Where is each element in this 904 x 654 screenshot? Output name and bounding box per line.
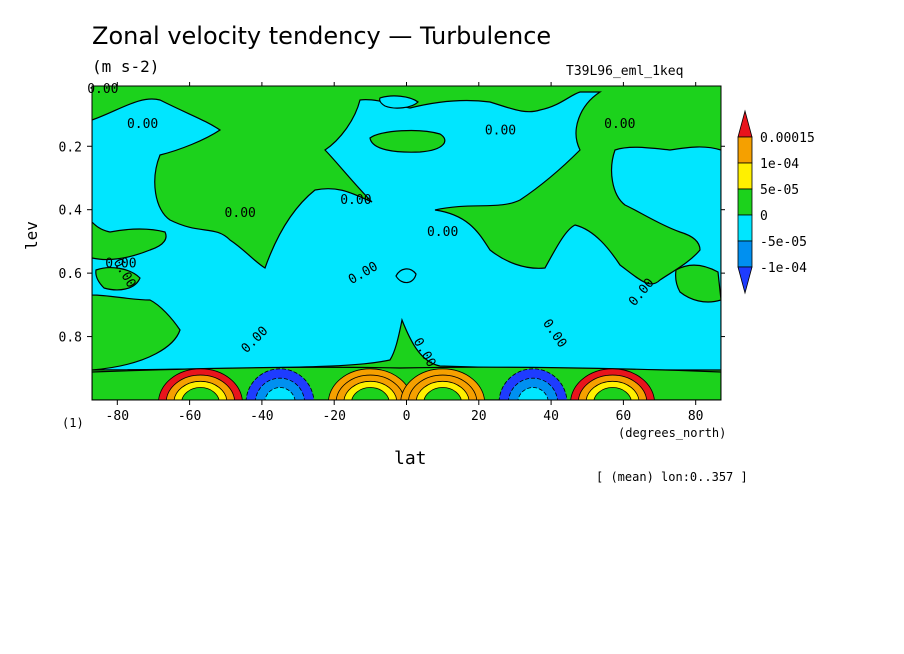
colorbar-label: -5e-05 (760, 235, 807, 250)
x-tick-label: -80 (106, 409, 129, 424)
colorbar-swatch (737, 136, 753, 164)
feature-ring (264, 387, 296, 400)
cyan-island-top (379, 95, 419, 109)
contour-label: 0.00 (604, 117, 635, 132)
x-tick-label: 80 (688, 409, 704, 424)
feature-ring (517, 387, 549, 400)
x-tick-label: -60 (178, 409, 201, 424)
x-tick-label: 60 (616, 409, 632, 424)
colorbar-bottom-arrow (737, 266, 753, 295)
colorbar-swatch (737, 240, 753, 268)
plot-area (92, 86, 721, 400)
contour-label: 0.00 (225, 206, 256, 221)
x-tick-label: 40 (543, 409, 559, 424)
contour-label: 0.00 (340, 193, 371, 208)
colorbar-label: 1e-04 (760, 157, 799, 172)
y-tick-label: 0.4 (59, 204, 83, 219)
colorbar-label: 0 (760, 209, 768, 224)
x-tick-label: 0 (403, 409, 411, 424)
x-tick-label: -20 (322, 409, 345, 424)
feature-ring (351, 387, 390, 400)
x-axis-unit: (degrees_north) (618, 426, 727, 440)
green-island-left (95, 267, 141, 291)
colorbar-label: 0.00015 (760, 131, 815, 146)
run-label: T39L96_eml_1keq (566, 64, 684, 79)
chart-units: (m s-2) (92, 57, 160, 76)
contour-label: 0.00 (427, 225, 458, 240)
colorbar: 0.00015 1e-04 5e-05 0 -5e-05 -1e-04 (737, 109, 815, 295)
negative-region (92, 91, 721, 371)
colorbar-swatch (737, 188, 753, 216)
mean-note: [ (mean) lon:0..357 ] (596, 470, 748, 484)
colorbar-swatch (737, 162, 753, 190)
chart-title: Zonal velocity tendency — Turbulence (92, 22, 552, 50)
contour-label: 0.00 (127, 117, 158, 132)
y-tick-label: 0.8 (59, 331, 82, 346)
feature-ring (423, 387, 462, 400)
contour-label: 0.00 (105, 257, 136, 272)
colorbar-label: -1e-04 (760, 261, 807, 276)
feature-ring (181, 387, 220, 400)
y-ticks: 0.2 0.4 0.6 0.8 (59, 140, 725, 346)
cyan-island-center (395, 268, 417, 284)
y-tick-label: 0.2 (59, 140, 82, 155)
colorbar-top-arrow (737, 109, 753, 138)
surface-features (158, 368, 655, 400)
colorbar-label: 5e-05 (760, 183, 799, 198)
green-island-upper (369, 129, 446, 153)
x-axis-label: lat (394, 448, 427, 469)
x-tick-label: 20 (471, 409, 487, 424)
y-axis-unit: (1) (62, 416, 84, 430)
x-tick-label: -40 (250, 409, 273, 424)
colorbar-swatch (737, 214, 753, 242)
green-island-right (675, 264, 721, 303)
feature-ring (593, 387, 632, 400)
contour-label: 0.00 (485, 123, 516, 138)
y-tick-label: 0.6 (59, 267, 82, 282)
x-ticks: -80 -60 -40 -20 0 20 40 60 80 (106, 82, 704, 424)
contour-label: 0.00 (87, 82, 118, 97)
